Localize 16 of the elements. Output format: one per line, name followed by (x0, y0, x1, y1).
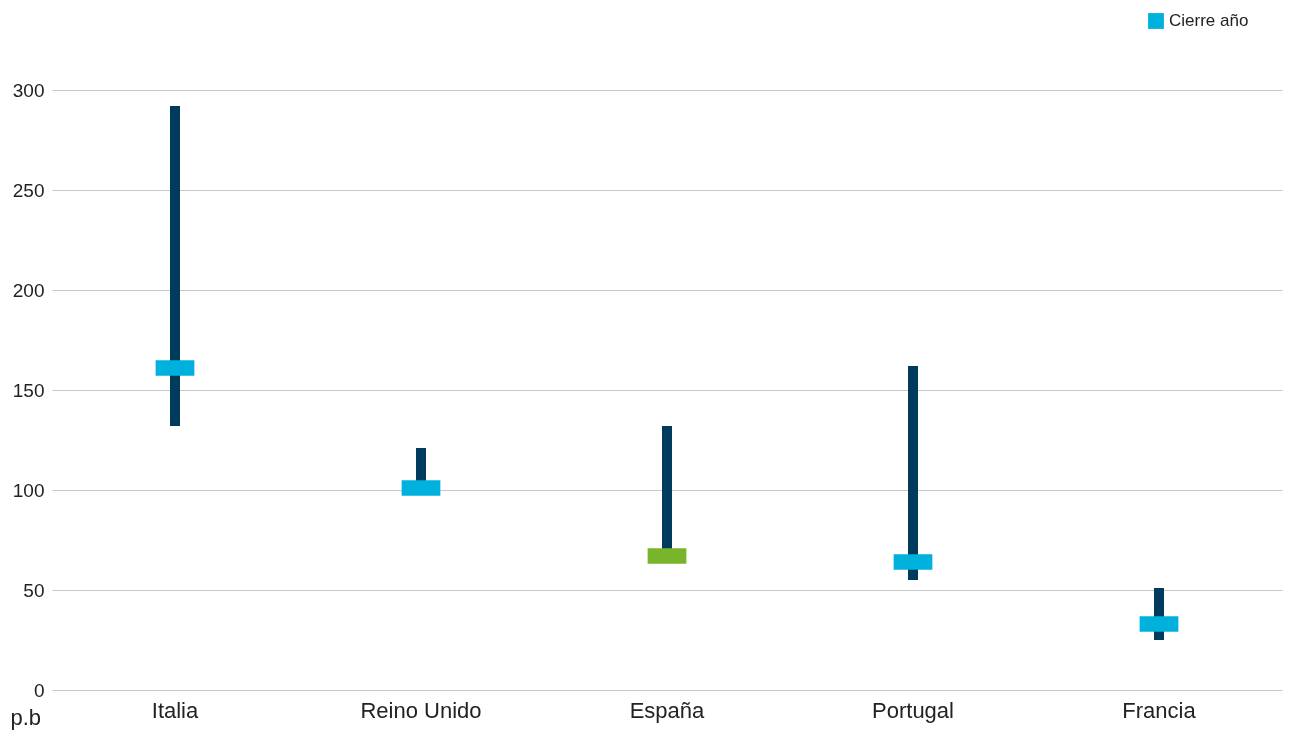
y-tick-label: 300 (12, 79, 45, 101)
x-tick-label: Reino Unido (360, 697, 482, 723)
bar (170, 106, 180, 426)
y-tick-label: 100 (12, 479, 45, 501)
y-tick-label: 200 (12, 279, 45, 301)
legend-label: Cierre año (1169, 11, 1249, 30)
y-tick-label: 0 (33, 679, 45, 701)
y-tick-label: 250 (12, 179, 45, 201)
y-axis-title: p.b (10, 704, 42, 730)
x-tick-label: España (629, 697, 706, 723)
y-tick-label: 150 (12, 379, 45, 401)
x-tick-label: Italia (151, 697, 199, 723)
y-tick-label: 50 (23, 579, 45, 601)
x-tick-label: Francia (1122, 697, 1197, 723)
x-tick-label: Portugal (872, 697, 954, 723)
bar (908, 366, 918, 580)
